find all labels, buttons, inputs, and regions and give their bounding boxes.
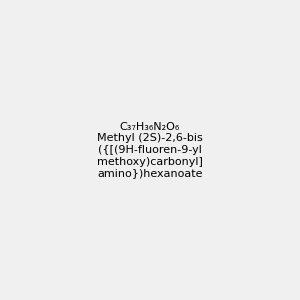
Text: C₃₇H₃₆N₂O₆
Methyl (2S)-2,6-bis
({[(9H-fluoren-9-yl
methoxy)carbonyl]
amino})hexa: C₃₇H₃₆N₂O₆ Methyl (2S)-2,6-bis ({[(9H-fl…	[97, 122, 203, 178]
